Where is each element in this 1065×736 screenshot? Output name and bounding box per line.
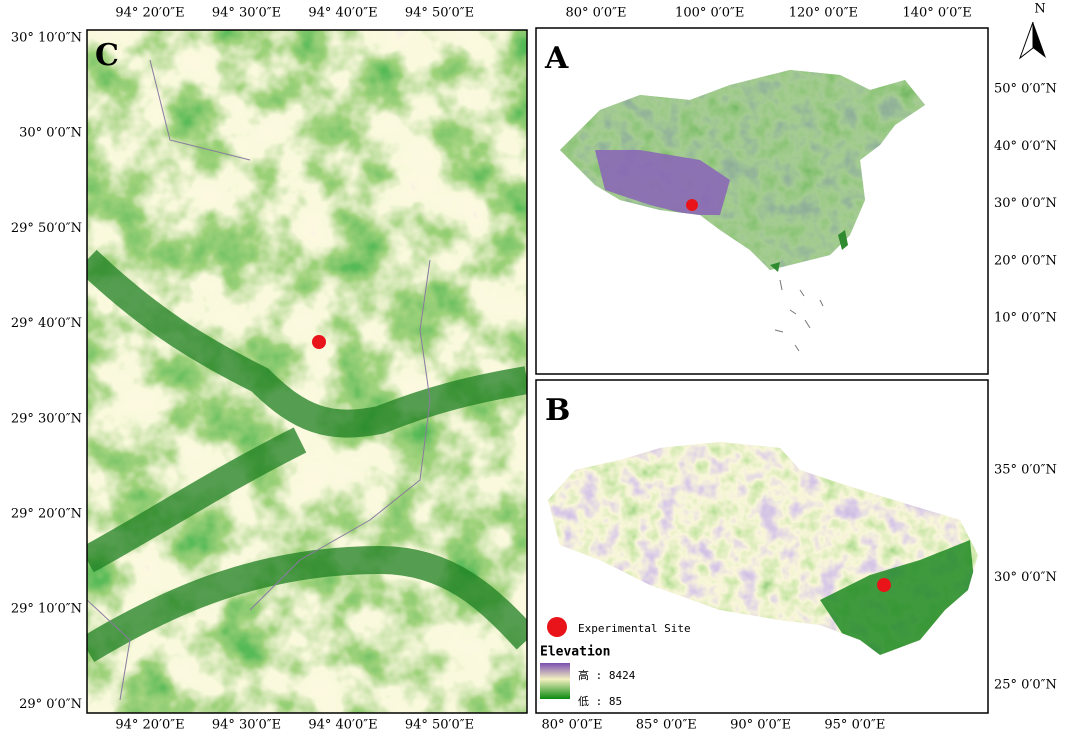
site-marker xyxy=(312,335,326,349)
panel-label: A xyxy=(544,41,569,76)
islands xyxy=(770,230,848,272)
site-marker xyxy=(686,199,698,211)
panel-b: B Experimental Site Elevation 高 : 8424 低… xyxy=(535,379,989,714)
y-tick-label: 29° 10′0″N xyxy=(11,602,82,617)
legend-site-marker xyxy=(547,617,567,637)
x-tick-label: 94° 20′0″E xyxy=(115,6,184,21)
legend-title: Elevation xyxy=(540,645,610,660)
panel-label: B xyxy=(545,393,570,428)
y-tick-label: 29° 20′0″N xyxy=(11,507,82,522)
panel-c: C xyxy=(86,29,528,714)
boundary xyxy=(87,59,431,701)
y-tick-label: 50° 0′0″N xyxy=(994,82,1057,97)
panel-a: A xyxy=(535,27,989,375)
y-tick-label: 30° 0′0″N xyxy=(994,570,1057,585)
panel-label: C xyxy=(95,38,119,73)
x-tick-label: 90° 0′0″E xyxy=(730,718,791,733)
y-tick-label: 29° 40′0″N xyxy=(11,316,82,331)
x-tick-label: 94° 30′0″E xyxy=(212,718,281,733)
x-tick-label: 94° 30′0″E xyxy=(212,6,281,21)
islands xyxy=(774,279,824,352)
plateau xyxy=(595,150,730,215)
site-marker xyxy=(877,578,891,592)
north-label: N xyxy=(1034,2,1045,17)
y-tick-label: 29° 50′0″N xyxy=(11,221,82,236)
x-tick-label: 94° 40′0″E xyxy=(308,6,377,21)
x-tick-label: 120° 0′0″E xyxy=(789,6,858,21)
legend-low: 低 : 85 xyxy=(578,695,622,708)
x-tick-label: 94° 20′0″E xyxy=(115,718,184,733)
y-tick-label: 25° 0′0″N xyxy=(994,678,1057,693)
y-tick-label: 40° 0′0″N xyxy=(994,139,1057,154)
y-tick-label: 30° 0′0″N xyxy=(994,196,1057,211)
y-tick-label: 20° 0′0″N xyxy=(994,253,1057,268)
y-tick-label: 35° 0′0″N xyxy=(994,463,1057,478)
valley xyxy=(87,249,527,662)
y-tick-label: 29° 0′0″N xyxy=(19,697,82,712)
panel-frame xyxy=(86,29,528,714)
y-tick-label: 30° 10′0″N xyxy=(11,31,82,46)
x-tick-label: 80° 0′0″E xyxy=(565,6,626,21)
y-tick-label: 10° 0′0″N xyxy=(994,311,1057,326)
legend-high: 高 : 8424 xyxy=(578,668,636,682)
legend-site: Experimental Site xyxy=(578,622,691,635)
x-tick-label: 100° 0′0″E xyxy=(675,6,744,21)
x-tick-label: 94° 50′0″E xyxy=(405,718,474,733)
x-tick-label: 80° 0′0″E xyxy=(541,718,602,733)
y-tick-label: 29° 30′0″N xyxy=(11,411,82,426)
x-tick-label: 95° 0′0″E xyxy=(824,718,885,733)
x-tick-label: 85° 0′0″E xyxy=(636,718,697,733)
elevation-ramp xyxy=(540,663,570,699)
x-tick-label: 94° 50′0″E xyxy=(405,6,474,21)
x-tick-label: 94° 40′0″E xyxy=(308,718,377,733)
north-arrow: N xyxy=(1018,2,1046,60)
y-tick-label: 30° 0′0″N xyxy=(19,126,82,141)
tick-labels: 94° 20′0″E 94° 30′0″E 94° 40′0″E 94° 50′0″E… xyxy=(11,6,1057,733)
x-tick-label: 140° 0′0″E xyxy=(902,6,971,21)
